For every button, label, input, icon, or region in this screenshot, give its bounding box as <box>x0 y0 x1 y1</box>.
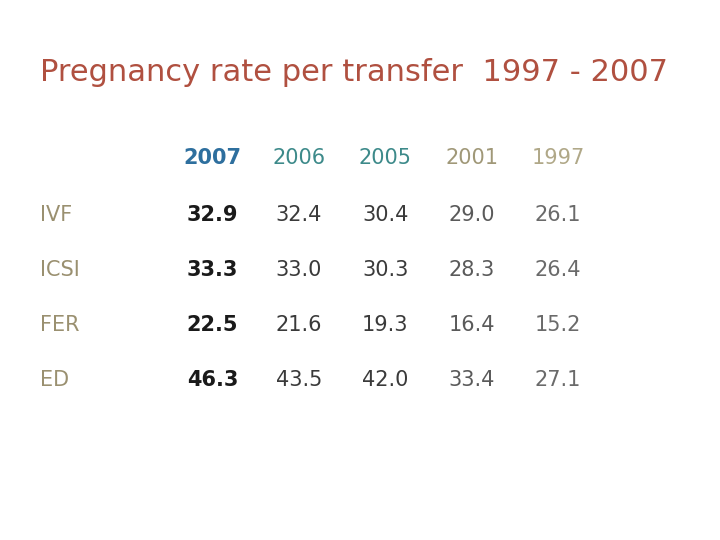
Text: 33.4: 33.4 <box>449 370 495 390</box>
Text: 43.5: 43.5 <box>276 370 322 390</box>
Text: 21.6: 21.6 <box>276 315 322 335</box>
Text: IVF: IVF <box>40 205 72 225</box>
Text: 2007: 2007 <box>184 148 241 168</box>
Text: 42.0: 42.0 <box>362 370 408 390</box>
Text: 2001: 2001 <box>445 148 498 168</box>
Text: ED: ED <box>40 370 68 390</box>
Text: FER: FER <box>40 315 79 335</box>
Text: 33.3: 33.3 <box>186 260 238 280</box>
Text: 1997: 1997 <box>531 148 585 168</box>
Text: 32.9: 32.9 <box>186 205 238 225</box>
Text: 32.4: 32.4 <box>276 205 322 225</box>
Text: 15.2: 15.2 <box>535 315 581 335</box>
Text: 29.0: 29.0 <box>449 205 495 225</box>
Text: 27.1: 27.1 <box>535 370 581 390</box>
Text: 16.4: 16.4 <box>449 315 495 335</box>
Text: 2006: 2006 <box>272 148 325 168</box>
Text: Pregnancy rate per transfer  1997 - 2007: Pregnancy rate per transfer 1997 - 2007 <box>40 58 667 87</box>
Text: 2005: 2005 <box>359 148 412 168</box>
Text: 28.3: 28.3 <box>449 260 495 280</box>
Text: 19.3: 19.3 <box>362 315 408 335</box>
Text: 30.4: 30.4 <box>362 205 408 225</box>
Text: 46.3: 46.3 <box>186 370 238 390</box>
Text: 26.1: 26.1 <box>535 205 581 225</box>
Text: 33.0: 33.0 <box>276 260 322 280</box>
Text: 30.3: 30.3 <box>362 260 408 280</box>
Text: 26.4: 26.4 <box>535 260 581 280</box>
Text: 22.5: 22.5 <box>186 315 238 335</box>
Text: ICSI: ICSI <box>40 260 79 280</box>
